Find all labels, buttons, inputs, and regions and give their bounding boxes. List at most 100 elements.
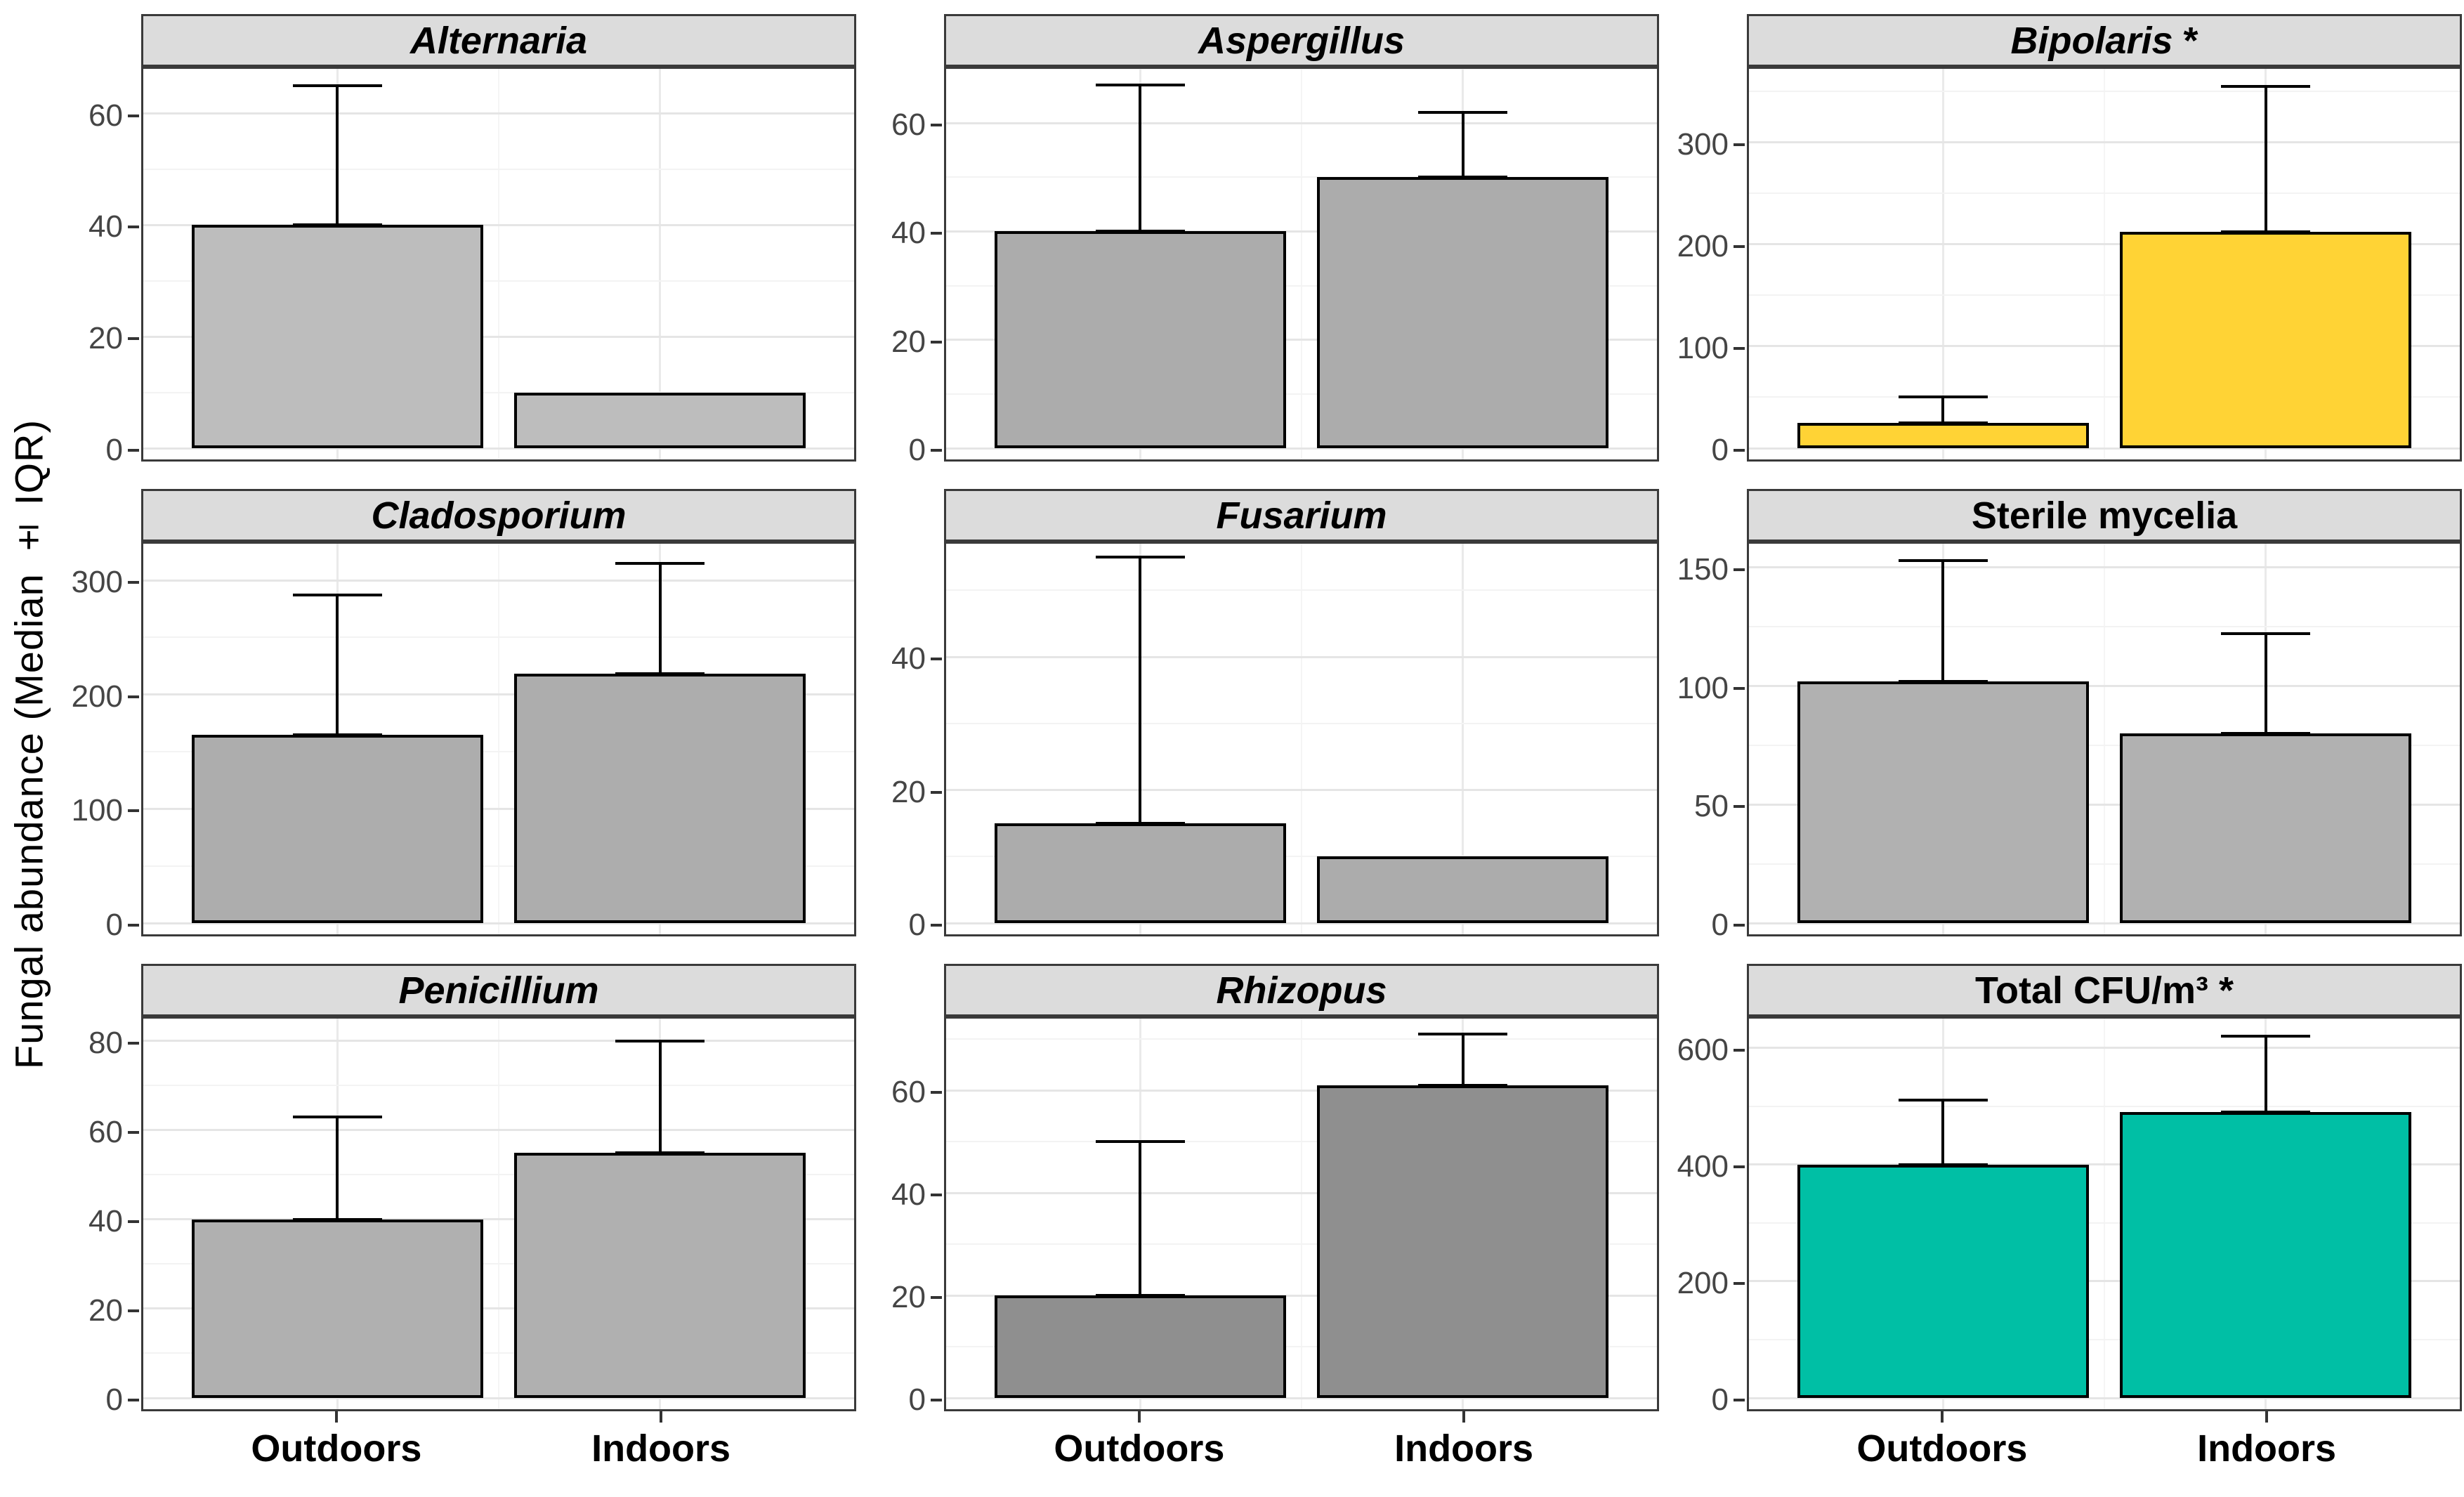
y-tick-label: 0 <box>908 433 926 467</box>
y-tick-mark <box>931 924 942 927</box>
x-tick-label-outdoors: Outdoors <box>251 1427 422 1470</box>
gridline-minor <box>1749 396 2460 398</box>
gridline-major <box>1749 1397 2460 1399</box>
y-tick-label: 20 <box>891 774 926 809</box>
x-tick-label-indoors: Indoors <box>2197 1427 2337 1470</box>
gridline-major <box>143 1218 854 1221</box>
y-axis-alternaria: 0 20 40 60 <box>53 67 141 466</box>
errorbar-cap-upper-outdoors <box>293 1115 382 1118</box>
gridline-minor <box>946 722 1657 724</box>
facet-panel-cladosporium: Cladosporium 0 100 200 300 <box>53 489 856 941</box>
errorbar-cap-lower-outdoors <box>1899 421 1988 424</box>
gridline-minor <box>1749 1338 2460 1340</box>
x-tick-label-indoors: Indoors <box>591 1427 731 1470</box>
gridline-vertical-minor <box>1301 544 1302 934</box>
gridline-major <box>946 1191 1657 1194</box>
errorbar-cap-upper-outdoors <box>1899 396 1988 399</box>
y-axis-fusarium: 0 20 40 <box>856 542 944 941</box>
gridline-minor <box>946 393 1657 395</box>
errorbar-stem-indoors <box>658 1040 662 1153</box>
errorbar-cap-lower-indoors <box>2221 230 2310 234</box>
errorbar-cap-lower-outdoors <box>1096 1294 1185 1297</box>
gridline-minor <box>946 856 1657 858</box>
y-axis-total-cfu-m: 0 200 400 600 <box>1659 1016 1747 1416</box>
facet-strip: Total CFU/m³ * <box>1747 964 2462 1016</box>
y-tick-label: 20 <box>89 1293 123 1328</box>
facet-title: Cladosporium <box>371 494 626 537</box>
facet-title-text: Alternaria <box>409 19 588 62</box>
gridline-major <box>946 655 1657 658</box>
facet-title-text: Total CFU/m³ <box>1975 969 2208 1012</box>
errorbar-cap-upper-indoors <box>615 1039 705 1042</box>
gridline-vertical-minor <box>498 544 499 934</box>
y-tick-label: 60 <box>89 98 123 133</box>
y-tick-mark <box>1734 346 1745 350</box>
y-tick-label: 60 <box>891 107 926 143</box>
gridline-major <box>1749 685 2460 687</box>
errorbar-cap-upper-indoors <box>2221 84 2310 88</box>
x-tick-label-indoors: Indoors <box>1394 1427 1534 1470</box>
y-tick-label: 0 <box>908 908 926 942</box>
gridline-vertical-major <box>1462 544 1464 934</box>
plot-area-fusarium <box>944 542 1659 936</box>
x-tick-mark <box>1940 1411 1944 1423</box>
y-tick-label: 200 <box>1677 228 1729 263</box>
errorbar-cap-upper-indoors <box>1418 1032 1507 1035</box>
y-tick-label: 200 <box>71 679 123 714</box>
gridline-major <box>1749 345 2460 348</box>
y-tick-label: 40 <box>891 216 926 251</box>
y-tick-mark <box>931 1091 942 1094</box>
x-tick-label-outdoors: Outdoors <box>1856 1427 2028 1470</box>
gridline-major <box>946 1294 1657 1297</box>
gridline-major <box>143 807 854 810</box>
y-tick-label: 100 <box>71 793 123 828</box>
y-tick-mark <box>931 1194 942 1197</box>
plot-area-rhizopus <box>944 1016 1659 1411</box>
errorbar-cap-lower-outdoors <box>1096 821 1185 825</box>
errorbar-cap-lower-indoors <box>615 1151 705 1154</box>
gridline-minor <box>143 391 854 393</box>
facet-title-text: Rhizopus <box>1216 969 1387 1012</box>
facet-panel-alternaria: Alternaria 0 20 40 60 <box>53 14 856 466</box>
bar-outdoors <box>994 1295 1286 1398</box>
y-tick-label: 0 <box>1711 1382 1729 1417</box>
gridline-major <box>1749 1163 2460 1166</box>
gridline-major <box>143 335 854 338</box>
errorbar-cap-lower-outdoors <box>1096 230 1185 233</box>
errorbar-cap-upper-outdoors <box>1096 84 1185 87</box>
gridline-major <box>143 447 854 450</box>
gridline-major <box>1749 922 2460 924</box>
errorbar-stem-indoors <box>2264 634 2267 733</box>
facet-title-text: Cladosporium <box>371 494 627 537</box>
gridline-major <box>946 1397 1657 1399</box>
bar-outdoors <box>994 231 1286 448</box>
errorbar-stem-outdoors <box>1941 397 1945 423</box>
y-axis-sterile-mycelia: 0 50 100 150 <box>1659 542 1747 941</box>
y-tick-mark <box>128 1220 139 1223</box>
x-tick-mark <box>2265 1411 2269 1423</box>
errorbar-cap-upper-indoors <box>2221 1034 2310 1038</box>
y-tick-mark <box>931 658 942 661</box>
bar-indoors <box>1317 856 1609 923</box>
y-tick-label: 100 <box>1677 330 1729 365</box>
bar-outdoors <box>994 823 1286 923</box>
y-tick-mark <box>931 124 942 127</box>
bar-outdoors <box>191 225 483 448</box>
y-tick-mark <box>931 790 942 794</box>
y-tick-mark <box>128 581 139 584</box>
facet-panel-total-cfu-m: Total CFU/m³ * 0 200 400 600 Outdoors Indoors <box>1659 964 2462 1475</box>
y-tick-label: 400 <box>1677 1149 1729 1184</box>
y-tick-label: 0 <box>1711 908 1729 942</box>
facet-strip: Rhizopus <box>944 964 1659 1016</box>
x-axis-penicillium: Outdoors Indoors <box>141 1411 856 1475</box>
y-tick-label: 20 <box>891 324 926 359</box>
errorbar-stem-outdoors <box>1139 556 1142 823</box>
y-tick-mark <box>1734 1399 1745 1401</box>
facet-strip: Cladosporium <box>141 489 856 542</box>
y-tick-mark <box>1734 449 1745 452</box>
gridline-major <box>946 1089 1657 1092</box>
gridline-minor <box>946 589 1657 591</box>
bar-outdoors <box>191 734 483 923</box>
gridline-vertical-minor <box>498 69 499 459</box>
facet-strip: Aspergillus <box>944 14 1659 67</box>
